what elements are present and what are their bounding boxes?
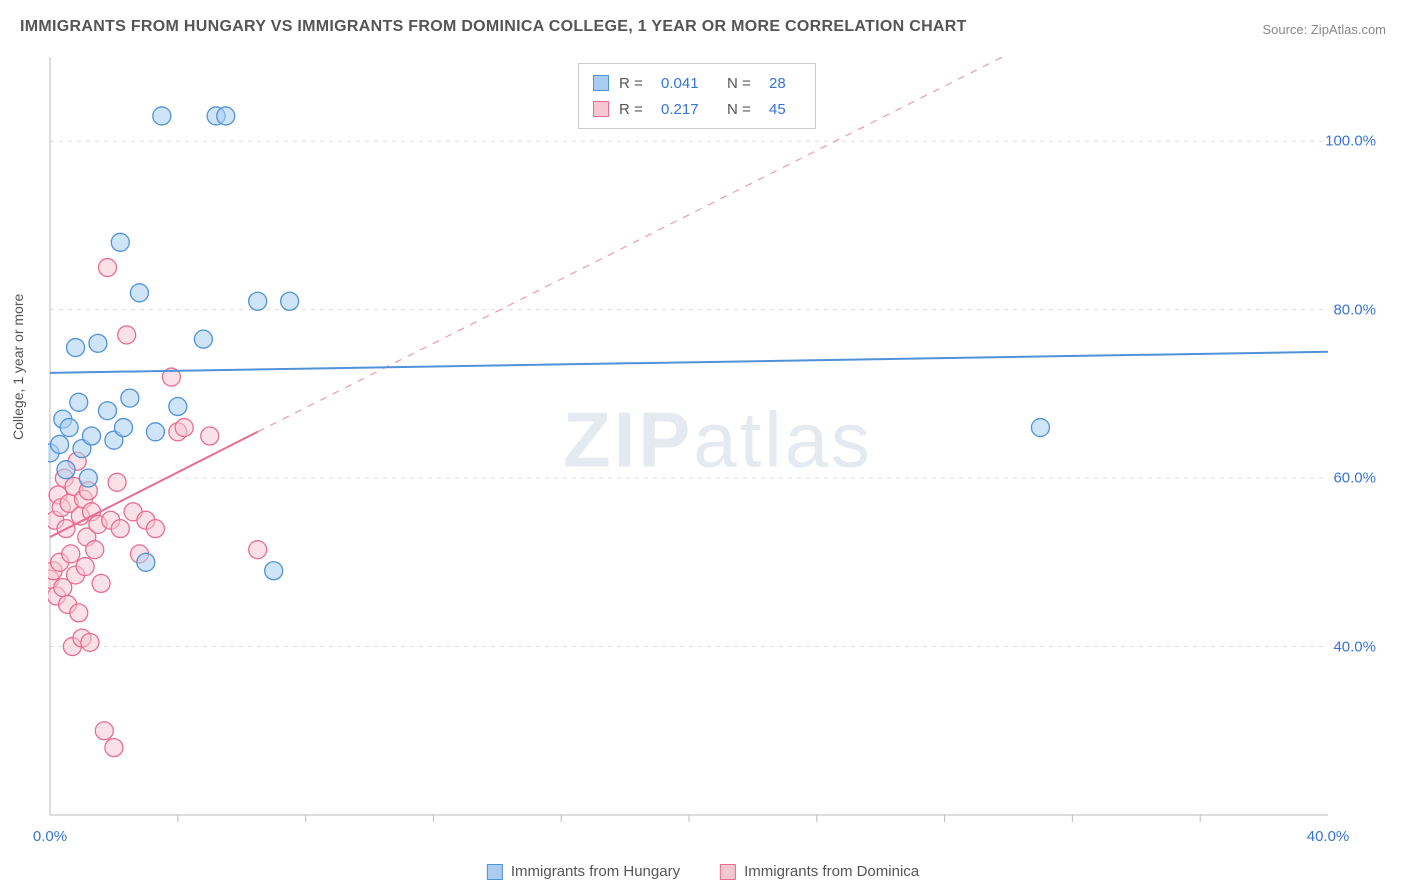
legend-row-blue: R = 0.041 N = 28 [593, 70, 801, 96]
x-tick-label: 0.0% [33, 828, 67, 845]
source-label: Source: ZipAtlas.com [1262, 22, 1386, 37]
scatter-plot-svg [48, 55, 1388, 825]
r-value: 0.217 [661, 101, 717, 118]
swatch-pink-icon [593, 101, 609, 117]
swatch-blue-icon [487, 864, 503, 880]
legend-item-pink: Immigrants from Dominica [720, 863, 919, 880]
legend-row-pink: R = 0.217 N = 45 [593, 96, 801, 122]
r-value: 0.041 [661, 75, 717, 92]
r-label: R = [619, 101, 651, 118]
swatch-blue-icon [593, 75, 609, 91]
y-tick-label: 100.0% [1325, 133, 1376, 150]
n-label: N = [727, 101, 759, 118]
x-tick-label: 40.0% [1307, 828, 1350, 845]
y-tick-label: 40.0% [1333, 638, 1376, 655]
r-label: R = [619, 75, 651, 92]
legend-item-blue: Immigrants from Hungary [487, 863, 680, 880]
legend-label: Immigrants from Dominica [744, 863, 919, 880]
plot-area: ZIPatlas R = 0.041 N = 28 R = 0.217 N = … [48, 55, 1388, 825]
legend-label: Immigrants from Hungary [511, 863, 680, 880]
y-tick-label: 80.0% [1333, 301, 1376, 318]
y-tick-label: 60.0% [1333, 470, 1376, 487]
chart-title: IMMIGRANTS FROM HUNGARY VS IMMIGRANTS FR… [20, 18, 967, 36]
chart-container: IMMIGRANTS FROM HUNGARY VS IMMIGRANTS FR… [0, 0, 1406, 892]
correlation-legend: R = 0.041 N = 28 R = 0.217 N = 45 [578, 63, 816, 129]
swatch-pink-icon [720, 864, 736, 880]
n-value: 28 [769, 75, 801, 92]
series-legend: Immigrants from Hungary Immigrants from … [487, 863, 919, 880]
n-value: 45 [769, 101, 801, 118]
y-axis-label: College, 1 year or more [10, 294, 26, 440]
n-label: N = [727, 75, 759, 92]
